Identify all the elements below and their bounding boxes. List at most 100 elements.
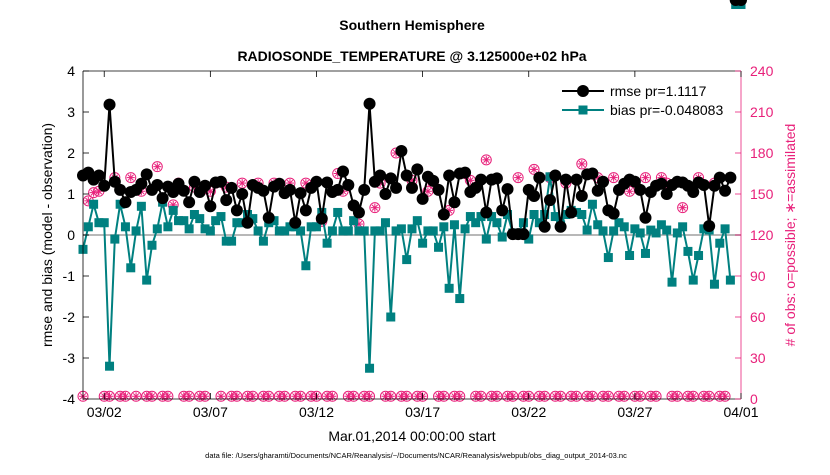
possible-obs-marker (438, 390, 450, 402)
bias-point (105, 361, 115, 371)
rmse-point (395, 144, 408, 157)
assimilated-obs-stroke (610, 174, 617, 181)
bias-point (269, 216, 279, 226)
bias-point (370, 226, 380, 236)
rmse-point (538, 220, 551, 233)
assimilated-obs-stroke (679, 204, 686, 211)
rmse-point (114, 183, 127, 196)
rmse-point (220, 194, 233, 207)
rmse-point (634, 183, 647, 196)
assimilated-obs-marker (386, 392, 395, 401)
assimilated-obs-stroke (239, 179, 246, 187)
rmse-point (703, 219, 716, 232)
bias-point (434, 242, 444, 252)
assimilated-obs-stroke (493, 393, 501, 400)
bias-point (662, 225, 672, 235)
rmse-point (135, 177, 148, 190)
rmse-point (214, 175, 227, 188)
rmse-point (273, 177, 286, 190)
possible-obs-marker (326, 390, 338, 402)
possible-obs-marker (687, 390, 699, 402)
bias-point (216, 212, 226, 222)
y-right-tick-label: 90 (750, 268, 766, 284)
rmse-point (586, 167, 599, 180)
rmse-point (416, 192, 429, 205)
rmse-point (517, 228, 530, 241)
possible-obs-marker (571, 390, 582, 402)
rmse-point (358, 183, 371, 196)
assimilated-obs-stroke (366, 393, 373, 400)
bias-point (460, 224, 470, 234)
rmse-point (597, 175, 610, 188)
bias-point (678, 222, 688, 232)
rmse-point (363, 97, 376, 110)
assimilated-obs-stroke (201, 393, 209, 400)
assimilated-obs-marker (126, 173, 135, 182)
bias-point (131, 226, 141, 236)
bias-point (311, 222, 321, 232)
possible-obs-marker (130, 390, 142, 402)
possible-obs-marker (677, 202, 689, 214)
bias-point (428, 226, 438, 236)
assimilated-obs-stroke (387, 393, 394, 400)
possible-obs-marker (608, 172, 620, 184)
assimilated-obs-marker (147, 392, 156, 401)
bias-point (418, 238, 428, 248)
possible-obs-marker (295, 390, 307, 402)
possible-obs-marker (650, 390, 662, 402)
bias-point (83, 222, 93, 232)
assimilated-obs-stroke (705, 393, 713, 400)
rmse-point (724, 171, 737, 184)
rmse-point (570, 173, 583, 186)
rmse-point (374, 169, 387, 182)
bias-point (375, 226, 385, 236)
rmse-point (437, 208, 450, 221)
assimilated-obs-marker (625, 187, 634, 196)
assimilated-obs-marker (232, 392, 241, 401)
rmse-point (119, 196, 132, 209)
bias-point (110, 234, 120, 244)
bias-point (126, 263, 136, 273)
rmse-point (294, 187, 307, 200)
rmse-point (241, 216, 254, 229)
rmse-point (321, 176, 334, 189)
bias-point (672, 228, 682, 238)
bias-point (656, 220, 666, 230)
x-tick-label: 03/27 (617, 404, 652, 420)
axes: 03/02 03/07 03/12 03/17 03/22 03/27 04/01 -4 -3 -… (63, 63, 774, 420)
rmse-point (390, 181, 403, 194)
bias-point (152, 224, 162, 234)
rmse-point (528, 190, 541, 203)
bias-point (285, 222, 295, 232)
x-axis-label: Mar.01,2014 00:00:00 start (328, 428, 495, 444)
rmse-point (697, 178, 710, 191)
bias-point (439, 222, 449, 232)
y-left-tick-label: 3 (67, 104, 75, 120)
possible-obs-marker (475, 390, 487, 402)
bias-point (407, 224, 417, 234)
assimilated-obs-stroke (403, 393, 410, 400)
assimilated-obs-stroke (106, 393, 113, 400)
bias-point (322, 238, 332, 248)
rmse-point (379, 188, 392, 200)
y-left-tick-label: -3 (63, 350, 76, 366)
rmse-point (352, 206, 365, 219)
possible-obs-marker (119, 390, 131, 402)
rmse-point (156, 192, 169, 205)
bias-point (189, 210, 199, 219)
possible-obs-marker (618, 390, 630, 402)
possible-obs-marker (385, 390, 397, 402)
assimilated-obs-marker (641, 173, 650, 182)
bias-point (380, 218, 390, 228)
bias-point (640, 248, 650, 258)
rmse-point (331, 183, 344, 196)
y-left-tick-label: -4 (63, 391, 76, 407)
possible-obs-marker (263, 390, 275, 402)
possible-obs-marker (491, 390, 503, 402)
bias-point (258, 236, 268, 246)
bias-point (614, 218, 624, 228)
possible-obs-marker (719, 390, 731, 402)
bias-point (725, 275, 735, 285)
assimilated-obs-stroke (281, 393, 288, 400)
bias-point (471, 218, 481, 228)
